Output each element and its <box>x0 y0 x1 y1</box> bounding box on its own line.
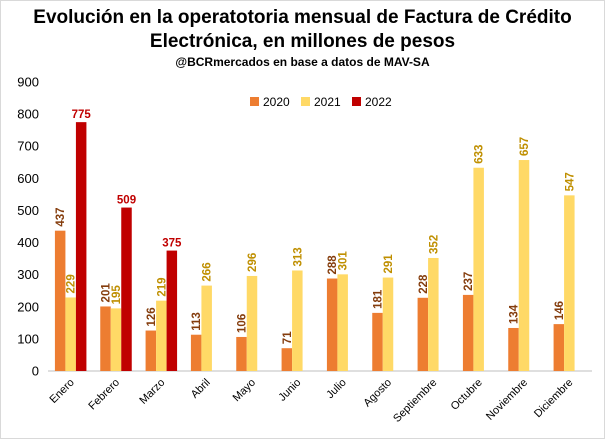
bar-2020 <box>508 327 519 371</box>
bar-2022 <box>166 250 178 371</box>
bar-2020 <box>417 297 429 371</box>
chart-subtitle: @BCRmercados en base a datos de MAV-SA <box>175 55 430 69</box>
y-tick-label: 600 <box>17 171 39 186</box>
data-label-2021: 633 <box>474 145 486 164</box>
y-tick-label: 200 <box>17 299 39 314</box>
data-label-2020: 126 <box>146 307 158 326</box>
data-label-2021: 352 <box>428 235 440 254</box>
data-label-2021: 313 <box>292 247 304 266</box>
x-tick-label: Noviembre <box>484 377 530 423</box>
data-label-2021: 296 <box>247 253 259 272</box>
legend-swatch-2020 <box>250 97 259 106</box>
legend-label-2021: 2021 <box>314 95 341 109</box>
data-label-2021: 547 <box>564 172 576 191</box>
x-tick-label: Febrero <box>86 377 122 413</box>
bar-2021 <box>292 270 303 371</box>
bar-2021 <box>246 275 258 371</box>
bar-2020 <box>100 306 111 371</box>
x-tick-label: Mayo <box>231 377 259 405</box>
data-label-2022: 775 <box>72 109 92 121</box>
x-tick-label: Marzo <box>137 377 167 407</box>
data-label-2020: 237 <box>463 272 475 291</box>
data-label-2020: 437 <box>55 207 67 226</box>
y-tick-label: 400 <box>17 235 39 250</box>
legend-swatch-2022 <box>352 97 361 106</box>
legend-label-2020: 2020 <box>263 95 290 109</box>
bar-2020 <box>372 312 383 371</box>
bar-2020 <box>462 294 474 371</box>
legend-label-2022: 2022 <box>365 95 392 109</box>
x-tick-label: Abril <box>189 377 213 401</box>
data-label-2020: 134 <box>509 304 521 324</box>
bar-2020 <box>54 230 66 371</box>
data-label-2022: 375 <box>162 238 182 250</box>
data-label-2020: 71 <box>282 331 294 344</box>
bar-2021 <box>201 285 212 371</box>
bar-2020 <box>326 278 338 371</box>
bar-2021 <box>428 257 439 371</box>
data-label-2020: 201 <box>101 283 113 303</box>
bar-2020 <box>145 330 157 371</box>
bar-2020 <box>236 336 247 371</box>
x-tick-label: Junio <box>276 377 303 404</box>
x-tick-label: Octubre <box>449 377 485 413</box>
data-label-2022: 509 <box>117 195 136 207</box>
data-label-2021: 291 <box>383 254 395 274</box>
chart-title-line-1: Evolución en la operatotoria mensual de … <box>33 7 572 28</box>
y-tick-label: 900 <box>17 75 39 90</box>
x-tick-label: Diciembre <box>532 377 575 420</box>
data-label-2021: 657 <box>519 137 531 156</box>
data-label-2021: 219 <box>156 277 168 296</box>
bar-2021 <box>564 195 575 371</box>
bar-2022 <box>75 122 87 371</box>
data-label-2021: 229 <box>66 274 78 293</box>
x-tick-label: Enero <box>48 377 77 406</box>
bar-2021 <box>110 308 122 371</box>
y-tick-label: 300 <box>17 267 39 282</box>
y-tick-label: 0 <box>32 364 39 379</box>
y-tick-label: 100 <box>17 331 39 346</box>
chart-title-line-2: Electrónica, en millones de pesos <box>149 31 456 52</box>
bar-2020 <box>190 334 202 371</box>
data-label-2021: 266 <box>202 262 214 281</box>
y-tick-label: 700 <box>17 139 39 154</box>
x-tick-label: Julio <box>324 377 348 401</box>
data-label-2020: 146 <box>554 301 566 320</box>
x-tick-label: Septiembre <box>391 377 439 425</box>
data-label-2021: 301 <box>338 251 350 271</box>
bar-2022 <box>121 207 132 371</box>
bar-2021 <box>473 167 484 371</box>
bar-2021 <box>337 274 348 371</box>
y-tick-label: 500 <box>17 203 39 218</box>
bar-2021 <box>156 300 167 371</box>
legend-swatch-2021 <box>301 97 310 106</box>
x-tick-label: Agosto <box>361 377 394 410</box>
data-label-2020: 106 <box>237 314 249 333</box>
data-label-2020: 288 <box>327 255 339 275</box>
data-label-2021: 195 <box>111 285 123 305</box>
bar-2021 <box>382 277 394 371</box>
data-label-2020: 181 <box>373 289 385 309</box>
bar-2021 <box>518 160 530 371</box>
data-label-2020: 228 <box>418 274 430 294</box>
bar-2020 <box>281 348 293 371</box>
bar-2020 <box>553 324 565 371</box>
data-label-2020: 113 <box>191 312 203 331</box>
bar-2021 <box>65 297 76 371</box>
y-tick-label: 800 <box>17 107 39 122</box>
chart-title: Evolución en la operatotoria mensual de … <box>0 6 605 54</box>
